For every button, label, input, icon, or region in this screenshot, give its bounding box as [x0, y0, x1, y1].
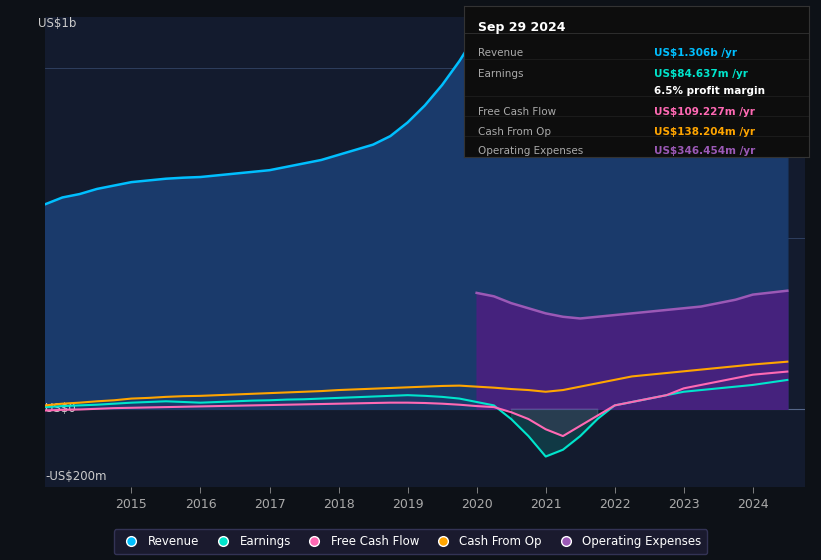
Text: Earnings: Earnings	[478, 69, 523, 79]
Text: US$1b: US$1b	[38, 17, 76, 30]
Text: US$109.227m /yr: US$109.227m /yr	[654, 107, 754, 117]
Text: US$84.637m /yr: US$84.637m /yr	[654, 69, 747, 79]
Text: Revenue: Revenue	[478, 48, 523, 58]
Text: Cash From Op: Cash From Op	[478, 127, 551, 137]
Text: Free Cash Flow: Free Cash Flow	[478, 107, 556, 117]
Text: 6.5% profit margin: 6.5% profit margin	[654, 86, 764, 96]
Text: US$1.306b /yr: US$1.306b /yr	[654, 48, 736, 58]
Text: US$138.204m /yr: US$138.204m /yr	[654, 127, 754, 137]
Text: US$346.454m /yr: US$346.454m /yr	[654, 146, 754, 156]
Text: US$0: US$0	[45, 402, 76, 416]
Text: -US$200m: -US$200m	[45, 470, 107, 483]
Text: Operating Expenses: Operating Expenses	[478, 146, 583, 156]
Text: Sep 29 2024: Sep 29 2024	[478, 21, 565, 34]
Legend: Revenue, Earnings, Free Cash Flow, Cash From Op, Operating Expenses: Revenue, Earnings, Free Cash Flow, Cash …	[114, 529, 707, 554]
